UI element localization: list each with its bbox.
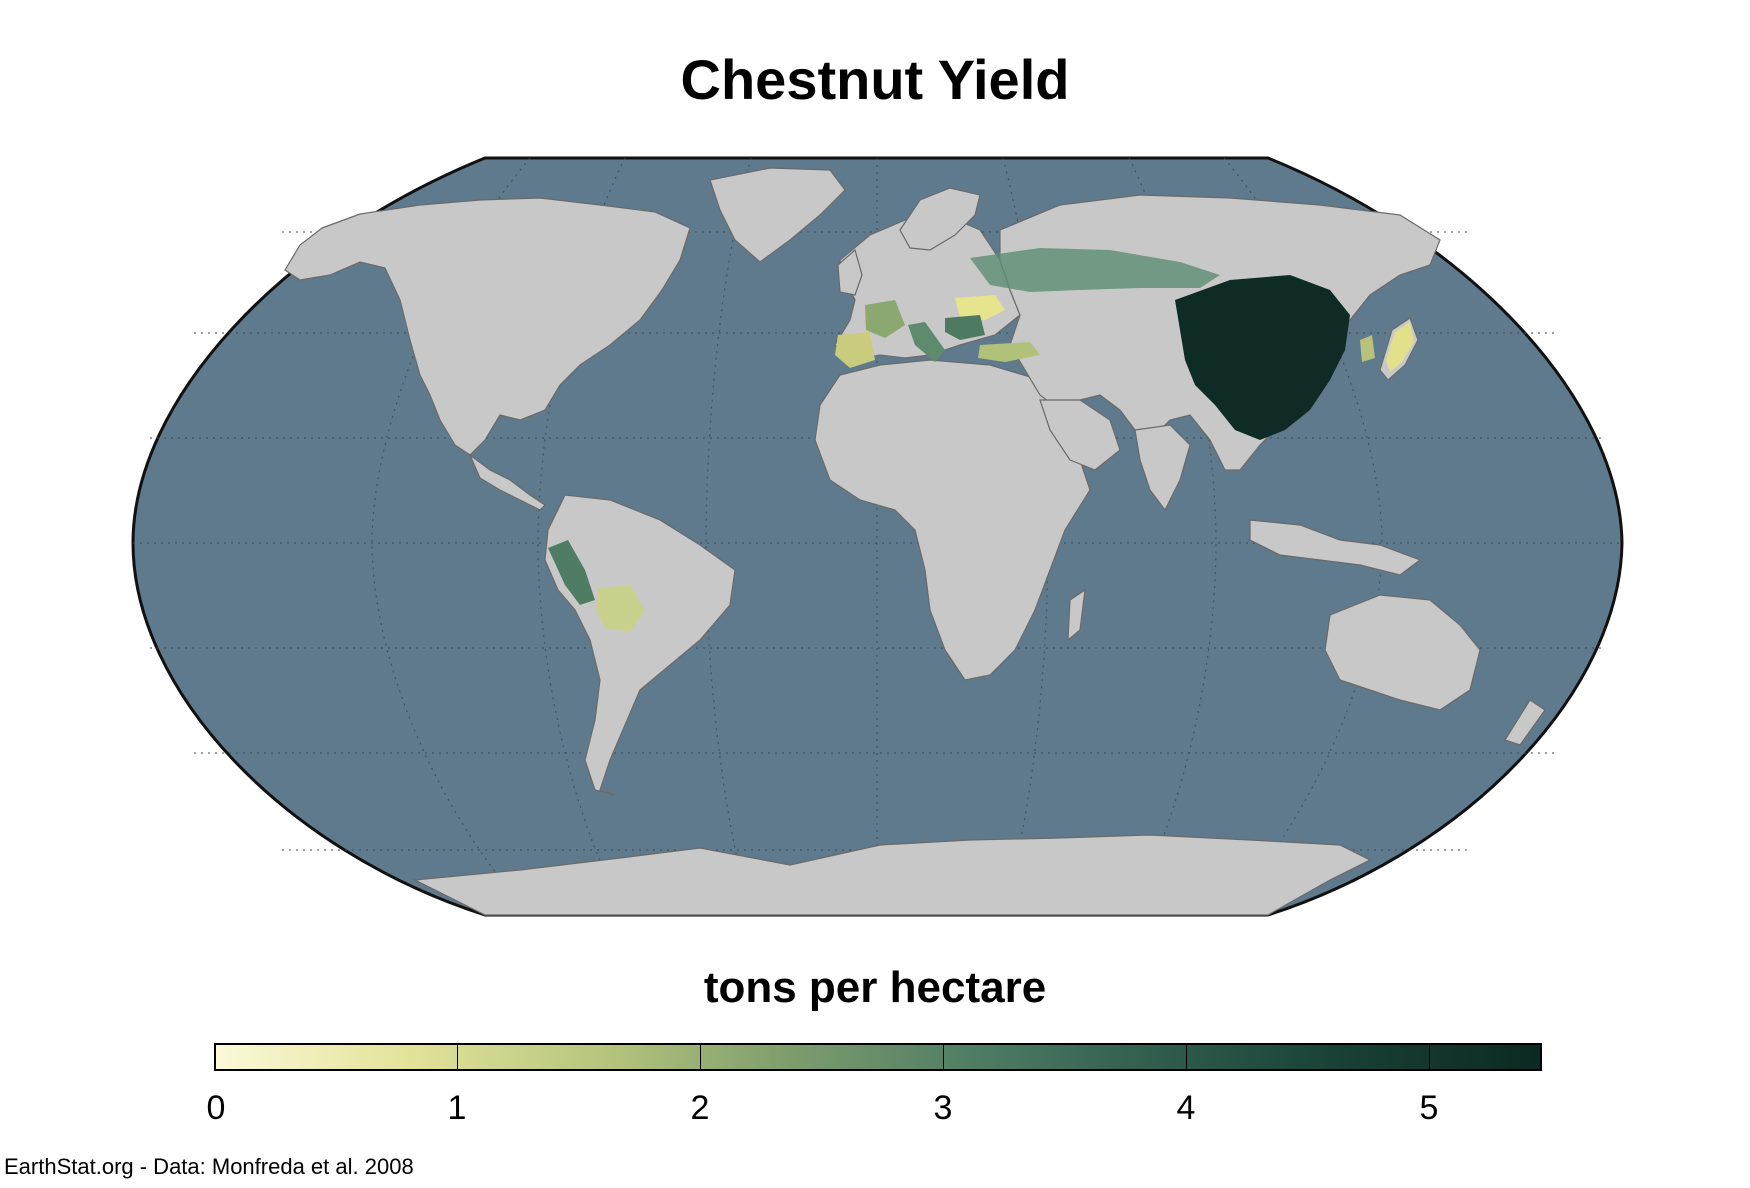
yield-ukraine bbox=[955, 295, 1005, 320]
antarctica bbox=[412, 834, 1372, 916]
yield-france bbox=[865, 300, 905, 338]
colorbar-tick bbox=[1429, 1045, 1430, 1069]
arabia bbox=[1039, 399, 1121, 471]
new-zealand bbox=[1504, 699, 1546, 746]
yield-italy bbox=[908, 322, 945, 362]
map-title: Chestnut Yield bbox=[680, 48, 1070, 111]
yield-bolivia bbox=[596, 585, 645, 632]
yield-russia bbox=[970, 248, 1220, 292]
colorbar-tick-label: 3 bbox=[933, 1089, 953, 1127]
south-america bbox=[544, 494, 736, 796]
yield-peru bbox=[548, 540, 595, 605]
colorbar-tick-label: 1 bbox=[447, 1089, 467, 1127]
yield-balkans bbox=[945, 315, 985, 340]
colorbar-tick bbox=[943, 1045, 944, 1069]
yield-japan bbox=[1386, 322, 1414, 372]
madagascar bbox=[1067, 588, 1086, 642]
colorbar-tick bbox=[457, 1045, 458, 1069]
colorbar-tick bbox=[1186, 1045, 1187, 1069]
central-america bbox=[468, 453, 546, 511]
yield-iberia bbox=[835, 332, 875, 368]
australia bbox=[1324, 594, 1481, 711]
source-credit: EarthStat.org - Data: Monfreda et al. 20… bbox=[4, 1154, 414, 1179]
colorbar-tick-label: 5 bbox=[1419, 1089, 1439, 1127]
colorbar bbox=[214, 1043, 1542, 1071]
scandinavia bbox=[899, 187, 981, 251]
colorbar-tick-label: 0 bbox=[206, 1089, 226, 1127]
legend-title: tons per hectare bbox=[703, 963, 1047, 1012]
yield-korea bbox=[1360, 335, 1375, 362]
yield-turkey bbox=[978, 342, 1040, 362]
colorbar-tick bbox=[700, 1045, 701, 1069]
yield-china bbox=[1175, 275, 1350, 440]
british-isles bbox=[837, 248, 863, 296]
colorbar-tick-label: 4 bbox=[1176, 1089, 1196, 1127]
north-america bbox=[284, 197, 691, 456]
greenland bbox=[709, 167, 846, 263]
colorbar-tick-label: 2 bbox=[690, 1089, 710, 1127]
india bbox=[1134, 424, 1191, 512]
southeast-asia-islands bbox=[1249, 519, 1422, 576]
yield-overlays bbox=[548, 248, 1414, 632]
